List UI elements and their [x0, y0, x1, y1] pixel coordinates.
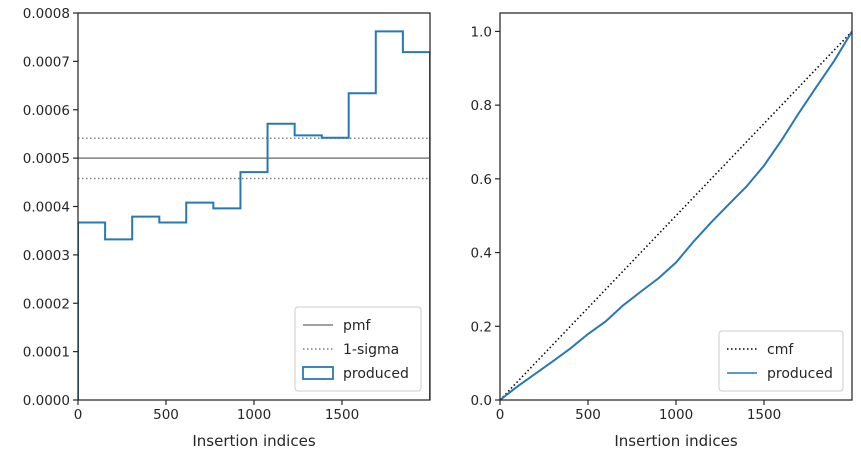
y-tick-label: 0.0 — [471, 393, 492, 409]
y-tick-label: 1.0 — [471, 24, 492, 40]
series-produced — [78, 30, 430, 400]
y-tick-label: 0.6 — [471, 172, 492, 188]
x-tick-label: 1500 — [325, 407, 359, 423]
legend-label-produced: produced — [343, 366, 409, 382]
series-cmf — [500, 30, 852, 400]
y-tick-label: 0.0006 — [23, 103, 70, 119]
left-panel-pmf: 0 500 1000 1500 0.0000 0.0001 0.0002 0.0003 0.00… — [23, 6, 431, 450]
legend-label-produced: produced — [767, 366, 833, 382]
x-tick-label: 1000 — [237, 407, 271, 423]
y-tick-label: 0.0004 — [23, 200, 70, 216]
x-tick-label: 1500 — [747, 407, 781, 423]
x-axis-label: Insertion indices — [192, 432, 315, 450]
legend-label-1-sigma: 1-sigma — [343, 342, 399, 358]
y-tick-label: 0.0000 — [23, 393, 70, 409]
x-tick-label: 0 — [496, 407, 505, 423]
y-tick-label: 0.0003 — [23, 248, 70, 264]
legend-box — [718, 330, 844, 392]
legend: cmf produced — [718, 330, 844, 392]
x-tick-label: 500 — [153, 407, 179, 423]
y-tick-label: 0.0002 — [23, 296, 70, 312]
y-tick-label: 0.2 — [471, 319, 492, 335]
legend-box — [294, 306, 422, 392]
series-produced — [500, 30, 852, 400]
x-axis-label: Insertion indices — [614, 432, 737, 450]
legend-label-pmf: pmf — [343, 318, 372, 334]
right-panel-cmf: 0 500 1000 1500 0.0 0.2 0.4 0.6 0.8 1.0 Insertion … — [471, 12, 853, 450]
legend-label-cmf: cmf — [767, 342, 794, 358]
x-tick-label: 1000 — [659, 407, 693, 423]
plot-area — [500, 30, 852, 400]
y-tick-label: 0.4 — [471, 246, 492, 262]
y-tick-label: 0.0007 — [23, 54, 70, 70]
x-tick-label: 500 — [575, 407, 601, 423]
y-tick-label: 0.0008 — [23, 6, 70, 22]
y-tick-label: 0.0001 — [23, 345, 70, 361]
x-tick-label: 0 — [74, 407, 83, 423]
legend-handle-produced — [302, 366, 334, 380]
legend: pmf 1-sigma produced — [294, 306, 422, 392]
y-tick-label: 0.0005 — [23, 151, 70, 167]
plot-area — [78, 30, 430, 400]
y-tick-label: 0.8 — [471, 98, 492, 114]
